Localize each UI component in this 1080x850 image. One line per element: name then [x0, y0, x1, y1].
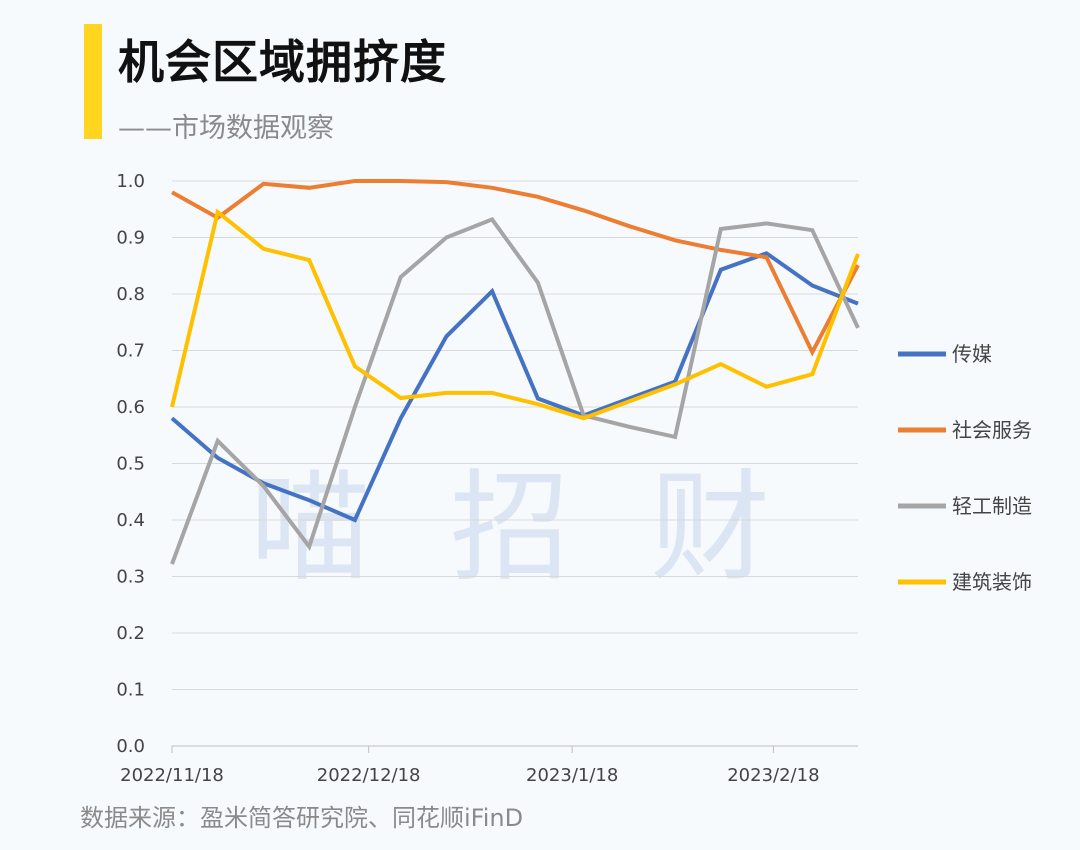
y-tick-label: 0.2: [116, 623, 145, 644]
legend-label: 轻工制造: [952, 494, 1032, 518]
x-tick-label: 2022/12/18: [317, 765, 421, 786]
series-line-传媒: [170, 251, 859, 523]
title-accent-bar: [84, 24, 102, 139]
y-tick-label: 0.4: [116, 510, 145, 531]
y-tick-label: 0.6: [116, 397, 145, 418]
watermark: 喵招财: [250, 459, 850, 598]
y-tick-label: 0.9: [116, 228, 145, 249]
page-subtitle: ——市场数据观察: [118, 113, 334, 144]
x-tick-label: 2022/11/18: [120, 765, 224, 786]
x-tick-label: 2023/2/18: [727, 765, 819, 786]
y-tick-label: 0.5: [116, 454, 145, 475]
series-line-轻工制造: [170, 216, 860, 565]
y-tick-label: 0.3: [116, 567, 145, 588]
y-tick-label: 0.8: [116, 284, 145, 305]
y-tick-label: 0.7: [116, 341, 145, 362]
page-title: 机会区域拥挤度: [118, 35, 447, 89]
legend-label: 传媒: [952, 342, 992, 366]
y-tick-label: 1.0: [116, 171, 145, 192]
legend-label: 建筑装饰: [952, 570, 1032, 594]
x-tick-label: 2023/1/18: [526, 765, 618, 786]
data-source-note: 数据来源：盈米简答研究院、同花顺iFinD: [80, 804, 524, 832]
series-line-建筑装饰: [170, 208, 860, 421]
y-tick-label: 0.0: [116, 736, 145, 757]
legend-label: 社会服务: [952, 418, 1032, 442]
y-tick-label: 0.1: [116, 680, 145, 701]
series-line-社会服务: [171, 179, 860, 357]
